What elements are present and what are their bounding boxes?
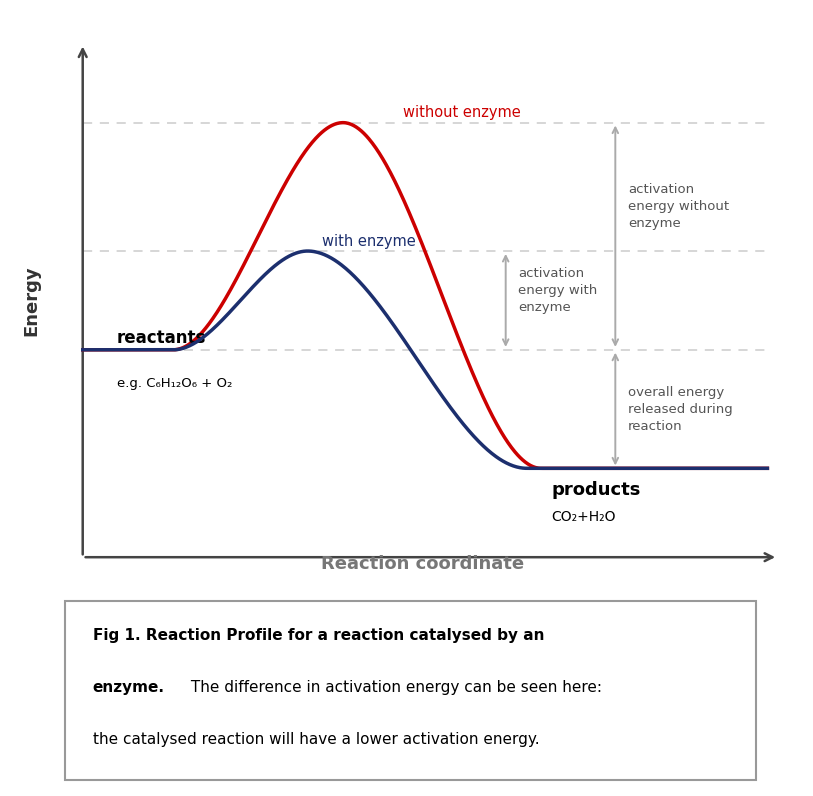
Text: Reaction coordinate: Reaction coordinate <box>321 555 524 573</box>
Text: activation
energy with
enzyme: activation energy with enzyme <box>519 267 598 314</box>
Text: Fig 1. Reaction Profile for a reaction catalysed by an: Fig 1. Reaction Profile for a reaction c… <box>93 628 544 643</box>
Text: without enzyme: without enzyme <box>403 105 521 120</box>
Text: products: products <box>552 481 641 498</box>
Text: with enzyme: with enzyme <box>322 233 415 248</box>
Text: reactants: reactants <box>117 330 206 347</box>
Text: enzyme.: enzyme. <box>93 680 165 695</box>
Text: activation
energy without
enzyme: activation energy without enzyme <box>628 183 729 230</box>
Text: Energy: Energy <box>23 265 41 336</box>
Text: e.g. C₆H₁₂O₆ + O₂: e.g. C₆H₁₂O₆ + O₂ <box>117 377 232 390</box>
Text: overall energy
released during
reaction: overall energy released during reaction <box>628 385 733 432</box>
Text: CO₂+H₂O: CO₂+H₂O <box>552 510 616 525</box>
Text: The difference in activation energy can be seen here:: The difference in activation energy can … <box>186 680 602 695</box>
Text: the catalysed reaction will have a lower activation energy.: the catalysed reaction will have a lower… <box>93 732 539 747</box>
